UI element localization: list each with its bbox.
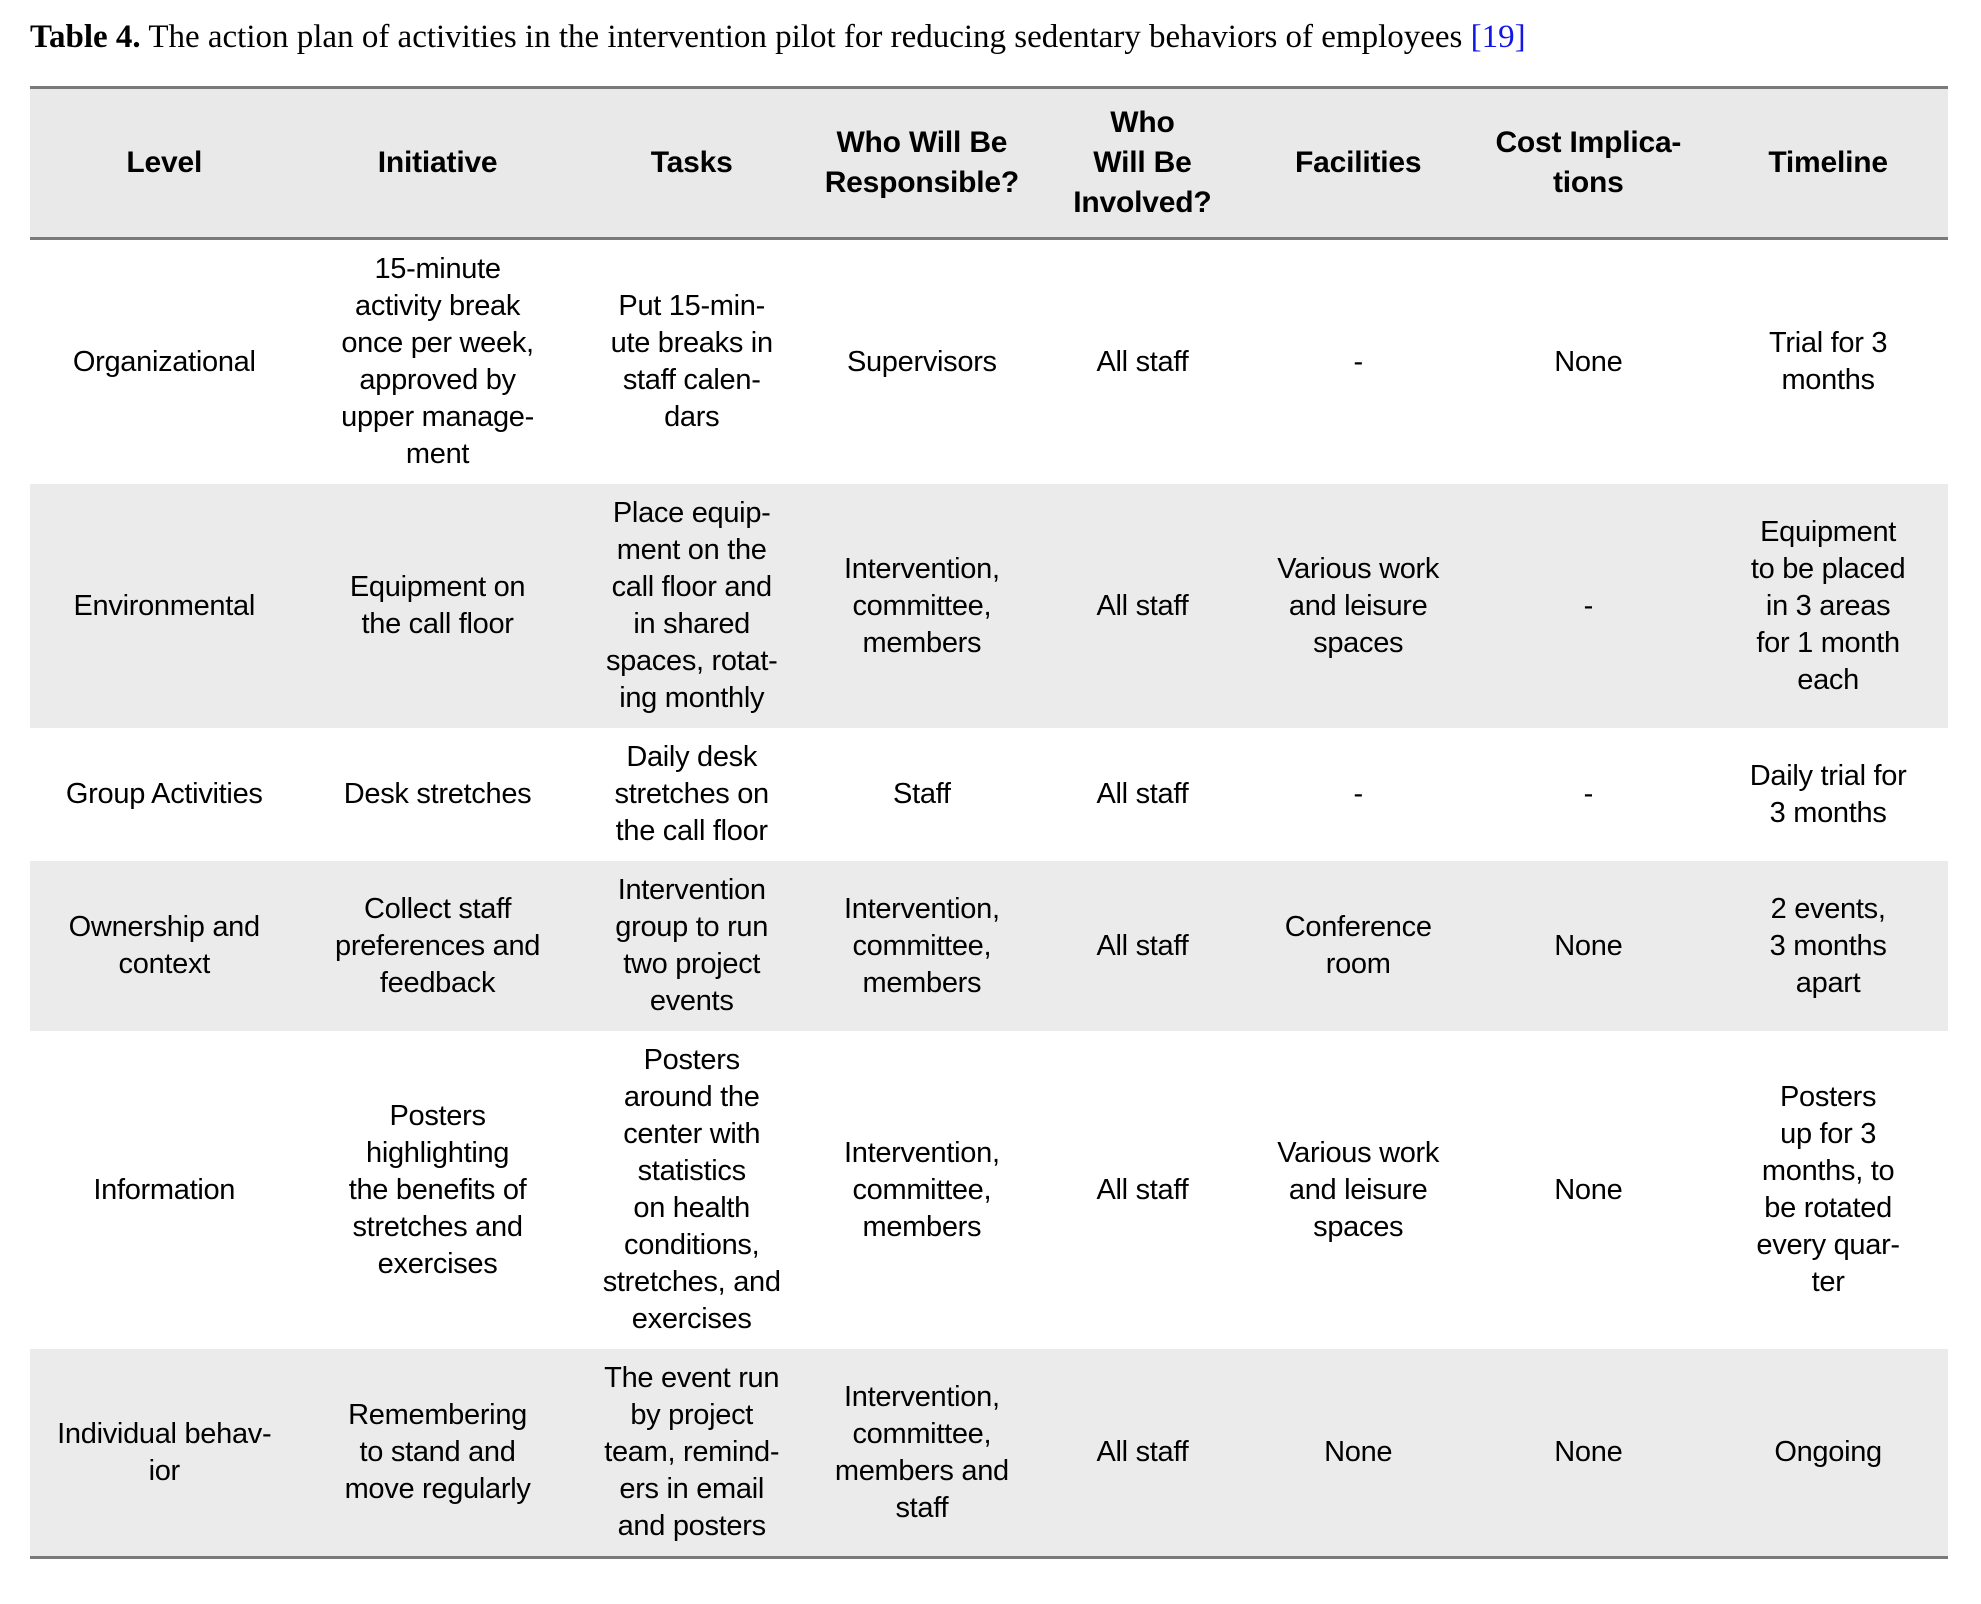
table-caption-text: The action plan of activities in the int… — [148, 19, 1463, 55]
cell-involved: All staff — [1036, 861, 1248, 1031]
cell-tasks: Daily desk stretches on the call floor — [576, 728, 807, 861]
cell-initiative: Posters highlighting the benefits of str… — [298, 1031, 577, 1349]
cell-involved: All staff — [1036, 238, 1248, 484]
cell-facilities: - — [1247, 728, 1469, 861]
cell-timeline: Ongoing — [1708, 1349, 1948, 1558]
citation-link[interactable]: [19] — [1470, 19, 1526, 55]
cell-facilities: Various work and leisure spaces — [1247, 484, 1469, 728]
cell-responsible: Intervention, committee, members and sta… — [806, 1349, 1037, 1558]
cell-timeline: Posters up for 3 months, to be rotated e… — [1708, 1031, 1948, 1349]
action-plan-table: Level Initiative Tasks Who Will Be Respo… — [30, 86, 1948, 1559]
col-header-facilities: Facilities — [1247, 87, 1469, 240]
cell-responsible: Staff — [806, 728, 1037, 861]
col-header-timeline: Timeline — [1708, 87, 1948, 240]
cell-facilities: Conference room — [1247, 861, 1469, 1031]
cell-cost: None — [1468, 1031, 1709, 1349]
cell-tasks: The event run by project team, remind- e… — [576, 1349, 807, 1558]
table-row-organizational: Organizational 15-minute activity break … — [30, 238, 1948, 484]
table-caption-label: Table 4. — [30, 19, 141, 55]
col-header-involved: Who Will Be Involved? — [1036, 87, 1248, 240]
cell-initiative: Equipment on the call floor — [298, 484, 577, 728]
col-header-tasks: Tasks — [576, 87, 807, 240]
cell-level: Ownership and context — [30, 861, 299, 1031]
cell-initiative: Collect staff preferences and feedback — [298, 861, 577, 1031]
cell-tasks: Put 15-min- ute breaks in staff calen- d… — [576, 238, 807, 484]
cell-tasks: Intervention group to run two project ev… — [576, 861, 807, 1031]
cell-level: Group Activities — [30, 728, 299, 861]
cell-cost: None — [1468, 238, 1709, 484]
cell-level: Information — [30, 1031, 299, 1349]
table-caption: Table 4. The action plan of activities i… — [30, 14, 1951, 60]
cell-involved: All staff — [1036, 728, 1248, 861]
table-row-information: Information Posters highlighting the ben… — [30, 1031, 1948, 1349]
table-row-environmental: Environmental Equipment on the call floo… — [30, 484, 1948, 728]
cell-cost: - — [1468, 728, 1709, 861]
cell-timeline: Trial for 3 months — [1708, 238, 1948, 484]
cell-responsible: Intervention, committee, members — [806, 861, 1037, 1031]
cell-cost: None — [1468, 1349, 1709, 1558]
cell-level: Organizational — [30, 238, 299, 484]
cell-facilities: Various work and leisure spaces — [1247, 1031, 1469, 1349]
col-header-initiative: Initiative — [298, 87, 577, 240]
cell-facilities: - — [1247, 238, 1469, 484]
cell-initiative: Desk stretches — [298, 728, 577, 861]
cell-initiative: Remembering to stand and move regularly — [298, 1349, 577, 1558]
cell-cost: - — [1468, 484, 1709, 728]
cell-tasks: Place equip- ment on the call floor and … — [576, 484, 807, 728]
col-header-level: Level — [30, 87, 299, 240]
table-row-individual-behavior: Individual behav- ior Remembering to sta… — [30, 1349, 1948, 1558]
cell-timeline: Daily trial for 3 months — [1708, 728, 1948, 861]
col-header-cost-implications: Cost Implica- tions — [1468, 87, 1709, 240]
col-header-responsible: Who Will Be Responsible? — [806, 87, 1037, 240]
header-row: Level Initiative Tasks Who Will Be Respo… — [30, 87, 1948, 240]
table-row-group-activities: Group Activities Desk stretches Daily de… — [30, 728, 1948, 861]
cell-responsible: Intervention, committee, members — [806, 1031, 1037, 1349]
cell-facilities: None — [1247, 1349, 1469, 1558]
cell-tasks: Posters around the center with statistic… — [576, 1031, 807, 1349]
cell-timeline: 2 events, 3 months apart — [1708, 861, 1948, 1031]
cell-initiative: 15-minute activity break once per week, … — [298, 238, 577, 484]
cell-level: Individual behav- ior — [30, 1349, 299, 1558]
cell-cost: None — [1468, 861, 1709, 1031]
cell-involved: All staff — [1036, 484, 1248, 728]
cell-involved: All staff — [1036, 1349, 1248, 1558]
cell-level: Environmental — [30, 484, 299, 728]
table-row-ownership-and-context: Ownership and context Collect staff pref… — [30, 861, 1948, 1031]
cell-involved: All staff — [1036, 1031, 1248, 1349]
cell-timeline: Equipment to be placed in 3 areas for 1 … — [1708, 484, 1948, 728]
cell-responsible: Supervisors — [806, 238, 1037, 484]
cell-responsible: Intervention, committee, members — [806, 484, 1037, 728]
